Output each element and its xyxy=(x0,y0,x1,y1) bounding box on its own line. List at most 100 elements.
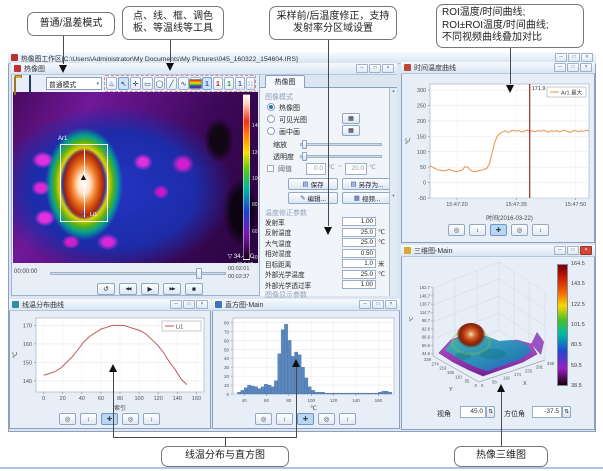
open-button[interactable] xyxy=(14,76,16,95)
viewer-title: 热像图 xyxy=(24,65,45,73)
histogram-chart[interactable]: 0 10 20 30 40 50 60 70 80 40 60 80 100 120 140 160 ℃ xyxy=(213,312,398,412)
line-temperature-chart[interactable]: 170 160 150 140 0 20 40 60 80 100 120 140 160 Li1 索引 ℃ xyxy=(10,312,209,412)
radio-pip-label: 画中画 xyxy=(279,129,300,136)
opacity-slider-thumb[interactable] xyxy=(302,152,307,161)
marker-visibility-button[interactable]: ◎ xyxy=(122,413,139,425)
field-input[interactable]: 1.0 xyxy=(342,259,376,268)
svg-text:233: 233 xyxy=(525,368,533,373)
maximize-button[interactable]: □ xyxy=(568,53,580,62)
palette-tool[interactable] xyxy=(189,77,202,90)
fit-vertical-button[interactable]: ↕ xyxy=(80,413,97,425)
viewer-close-button[interactable]: × xyxy=(382,64,394,73)
time-chart-restore-button[interactable]: □ xyxy=(567,63,579,72)
visible-image-button[interactable]: ▦ xyxy=(342,113,360,124)
play-button[interactable]: ▶ xyxy=(141,283,159,295)
viewer-restore-button[interactable]: □ xyxy=(369,64,381,73)
callout-tools: 点、线、框、调色 板、等温线等工具 xyxy=(122,6,224,40)
settings-scrollbar[interactable]: ▲ ▼ xyxy=(389,88,397,296)
line-chart-close-button[interactable]: × xyxy=(196,300,208,309)
line-chart-min-button[interactable]: ─ xyxy=(170,300,182,309)
marker-visibility-button[interactable]: ◎ xyxy=(511,224,528,236)
fit-vertical-button[interactable]: ↕ xyxy=(276,413,293,425)
zoom-vertical-button[interactable]: ↕ xyxy=(143,413,160,425)
thermometer-tool[interactable]: ♨ xyxy=(106,77,117,90)
zoom-slider-track[interactable] xyxy=(300,143,382,146)
threshold-high-input[interactable]: 20.0 xyxy=(345,163,367,175)
visibility-button[interactable]: ◎ xyxy=(59,413,76,425)
zoom-vertical-button[interactable]: ↕ xyxy=(339,413,356,425)
pip-image-button[interactable]: ▦ xyxy=(342,125,360,136)
time-chart-close-button[interactable]: × xyxy=(580,63,592,72)
field-input[interactable]: 25.0 xyxy=(342,269,376,279)
select-tool[interactable]: ↖ xyxy=(118,77,129,90)
isotherm-1-tool[interactable]: 1 xyxy=(202,77,212,90)
marker-visibility-button[interactable]: ◎ xyxy=(318,413,335,425)
field-input[interactable]: 25.0 xyxy=(342,238,376,247)
pan-button[interactable]: ✚ xyxy=(101,413,118,425)
timeline-thumb[interactable] xyxy=(196,268,202,279)
zoom-slider-thumb[interactable] xyxy=(302,140,307,149)
svg-text:20: 20 xyxy=(60,396,66,402)
close-button[interactable]: × xyxy=(581,53,593,62)
pan-button[interactable]: ✚ xyxy=(297,413,314,425)
svg-text:140: 140 xyxy=(352,398,360,403)
azimuth-input[interactable]: -37.5 xyxy=(532,406,562,418)
pitch-input[interactable]: 45.0 xyxy=(460,406,486,418)
stop-button[interactable]: ■ xyxy=(185,283,203,295)
line-roi-tool[interactable]: ╱ xyxy=(166,77,177,90)
radio-pip[interactable] xyxy=(267,127,275,135)
video-button[interactable]: ▦ 视频... xyxy=(342,192,392,204)
isotherm-3-tool[interactable]: 1 xyxy=(224,77,234,90)
isotherm-4-tool[interactable]: 1 xyxy=(235,77,245,90)
thermal-image[interactable]: Ar1 ▲ ▽ Li1 ✕ ▽ 34.4 ℃ xyxy=(13,92,258,263)
radio-thermal[interactable] xyxy=(267,103,275,111)
zoom-vertical-button[interactable]: ↕ xyxy=(532,224,549,236)
visibility-button[interactable]: ◎ xyxy=(255,413,272,425)
surface-close-button[interactable]: × xyxy=(580,246,592,255)
spot-tool[interactable]: ✛ xyxy=(130,77,141,90)
restart-button[interactable]: ↺ xyxy=(97,283,115,295)
fit-vertical-button[interactable]: ↕ xyxy=(469,224,486,236)
minimize-button[interactable]: ─ xyxy=(555,53,567,62)
field-input[interactable]: 0.50 xyxy=(342,248,376,258)
threshold-checkbox[interactable] xyxy=(267,165,274,172)
mode-select[interactable]: 普通模式 ▾ xyxy=(46,77,102,90)
save-button[interactable]: ▤ 保存 xyxy=(288,178,338,190)
timeline-track[interactable] xyxy=(50,272,226,275)
save-file-button[interactable] xyxy=(29,75,31,94)
tab-thermal-image[interactable]: 热像图 xyxy=(265,75,305,88)
save-as-button[interactable]: ▤ 另存为... xyxy=(342,178,392,190)
radio-visible[interactable] xyxy=(267,115,275,123)
opacity-slider-track[interactable] xyxy=(300,155,382,158)
azimuth-spinner[interactable]: ⇅ xyxy=(562,406,571,418)
time-temperature-chart[interactable]: 300 250 200 150 100 50 0 -50 15:47:20 15:47:35 15:… xyxy=(403,76,594,222)
more-tools-button[interactable]: ∷ xyxy=(246,77,255,90)
surface-min-button[interactable]: ─ xyxy=(554,246,566,255)
roi-area-rect[interactable] xyxy=(60,144,108,222)
visibility-button[interactable]: ◎ xyxy=(448,224,465,236)
histogram-restore-button[interactable]: □ xyxy=(372,300,384,309)
time-chart-min-button[interactable]: ─ xyxy=(554,63,566,72)
callout-tools-line1: 点、线、框、调色 xyxy=(133,10,213,22)
pan-button[interactable]: ✚ xyxy=(490,224,507,236)
prev-frame-button[interactable]: ◀◀ xyxy=(119,283,137,295)
histogram-min-button[interactable]: ─ xyxy=(359,300,371,309)
line-chart-restore-button[interactable]: □ xyxy=(183,300,195,309)
edit-button[interactable]: ✎ 编辑... xyxy=(288,192,338,204)
field-input[interactable]: 25.0 xyxy=(342,227,376,237)
field-input[interactable]: 1.00 xyxy=(342,217,376,226)
next-frame-button[interactable]: ▶▶ xyxy=(163,283,181,295)
ellipse-roi-tool[interactable]: ◯ xyxy=(154,77,165,90)
threshold-low-input[interactable]: 0.0 xyxy=(306,163,326,175)
field-input[interactable]: 1.00 xyxy=(342,280,376,289)
isotherm-2-tool[interactable]: 1 xyxy=(213,77,223,90)
roi-line[interactable] xyxy=(84,149,85,217)
surface-restore-button[interactable]: □ xyxy=(567,246,579,255)
pitch-spinner[interactable]: ⇅ xyxy=(486,406,495,418)
rect-roi-tool[interactable]: ▭ xyxy=(142,77,153,90)
polyline-roi-tool[interactable]: ∿ xyxy=(178,77,189,90)
viewer-minimize-button[interactable]: ─ xyxy=(356,64,368,73)
surface-3d-plot[interactable]: 162.7 146.7 130.7 114.7 98.7 82.6 66.6 50.6 34.6… xyxy=(405,258,557,402)
histogram-close-button[interactable]: × xyxy=(385,300,397,309)
threshold-range-sep: ~ xyxy=(338,164,342,170)
